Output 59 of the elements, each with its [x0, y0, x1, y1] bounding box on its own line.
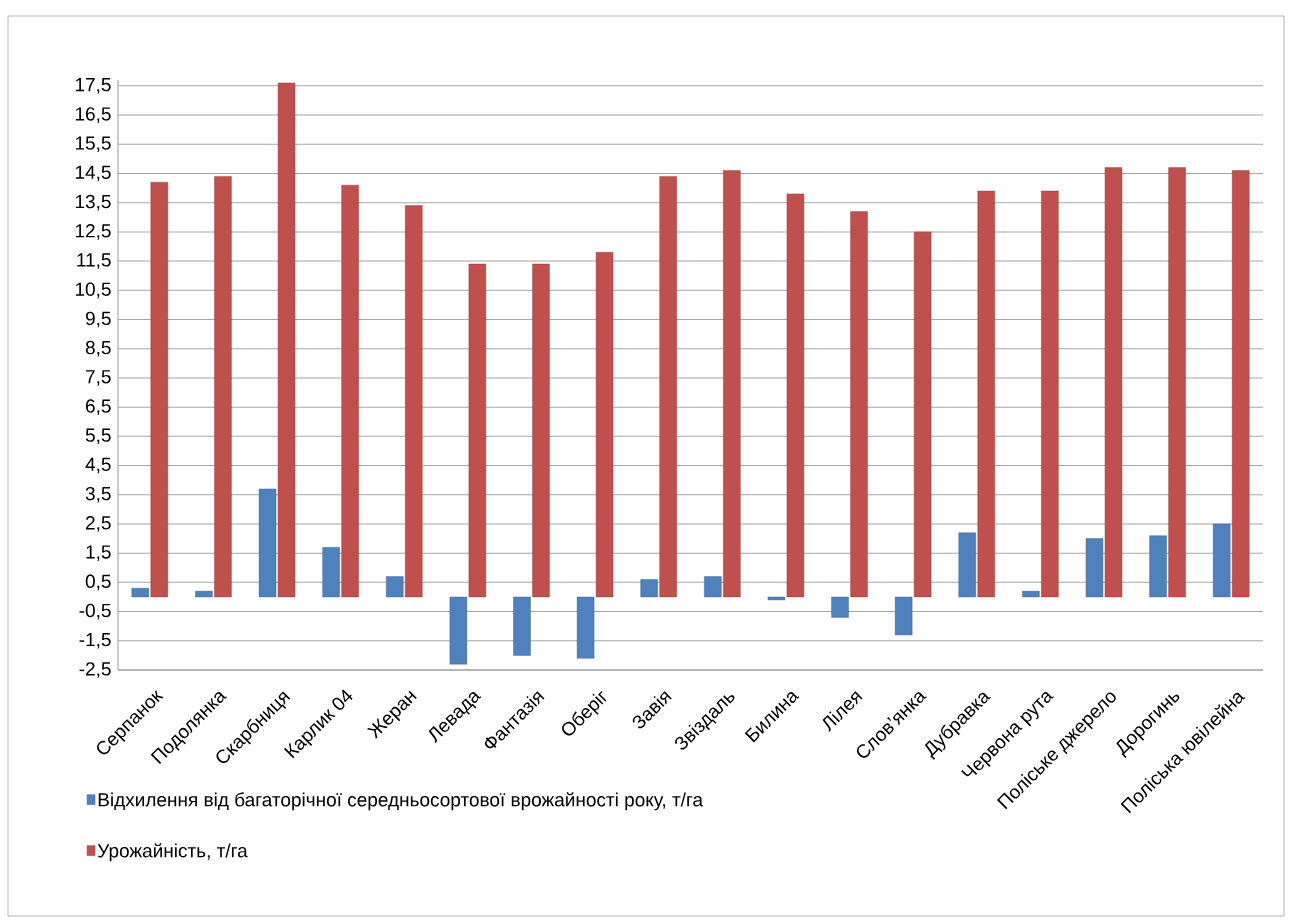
y-tick-label: 17,5 [75, 78, 111, 94]
y-tick-label: 10,5 [75, 282, 111, 299]
y-tick-label: -2,5 [79, 662, 111, 678]
y-tick-label: 12,5 [75, 224, 111, 240]
bar [449, 596, 468, 665]
y-tick-label: 14,5 [75, 165, 111, 182]
bar [831, 596, 849, 618]
y-tick-label: 3,5 [85, 486, 111, 503]
y-tick-label: -0,5 [79, 603, 111, 620]
y-tick-label: 0,5 [85, 574, 111, 591]
legend-label: Відхилення від багаторічної середньосортової врожайності року, т/га [98, 792, 704, 811]
y-tick-label: 1,5 [86, 545, 111, 561]
bar [723, 170, 741, 598]
bar [786, 193, 805, 598]
bar [214, 176, 232, 598]
bar [1104, 167, 1123, 598]
y-tick-label: 2,5 [86, 516, 111, 532]
y-tick-label: -1,5 [79, 633, 111, 649]
y-tick-label: 4,5 [85, 457, 111, 474]
bar [532, 263, 550, 598]
bar [704, 576, 722, 598]
bar [468, 263, 487, 598]
bar [767, 596, 786, 601]
bar [659, 176, 677, 598]
y-tick-label: 6,5 [86, 399, 111, 415]
bar [1232, 170, 1250, 598]
y-tick-label: 11,5 [77, 253, 111, 269]
bar [131, 588, 150, 598]
bar [595, 252, 614, 598]
bar [1085, 538, 1104, 598]
bar [1168, 167, 1186, 598]
y-tick-label: 7,5 [86, 370, 111, 386]
bar [1041, 190, 1059, 598]
bar [277, 82, 296, 598]
bar [1022, 590, 1040, 598]
bar [850, 211, 868, 598]
bar [958, 532, 976, 598]
bar [640, 579, 658, 598]
bar [1149, 535, 1167, 598]
bar [195, 590, 213, 598]
bar [341, 184, 359, 598]
y-tick-label: 5,5 [85, 428, 111, 445]
bar [1213, 523, 1231, 598]
bar [576, 596, 595, 659]
bar [977, 190, 995, 598]
bar [258, 488, 277, 598]
bar [913, 231, 932, 598]
y-tick-label: 15,5 [75, 136, 111, 152]
y-tick-label: 16,5 [75, 107, 111, 123]
bar [894, 596, 913, 636]
bar [386, 576, 404, 598]
bar [513, 596, 531, 656]
y-tick-label: 13,5 [75, 194, 111, 211]
bar [150, 182, 169, 598]
bar [322, 547, 340, 598]
y-tick-label: 8,5 [85, 340, 111, 357]
legend-label: Урожайність, т/га [97, 843, 248, 862]
y-tick-label: 9,5 [85, 311, 111, 328]
bar [405, 205, 423, 598]
